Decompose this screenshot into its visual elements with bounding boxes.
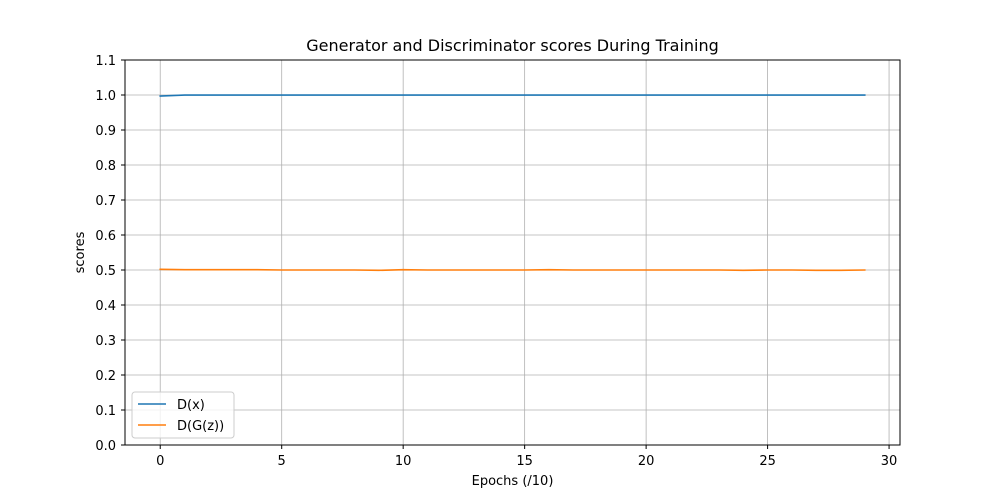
y-tick-label: 0.8 <box>95 159 116 174</box>
x-tick-label: 10 <box>395 454 412 469</box>
series-line-dgz <box>159 268 866 272</box>
x-tick-label: 20 <box>638 454 655 469</box>
chart-title: Generator and Discriminator scores Durin… <box>306 36 719 55</box>
x-axis-label: Epochs (/10) <box>472 474 554 489</box>
x-tick-label: 25 <box>759 454 776 469</box>
grid-layer <box>125 59 900 446</box>
plot-frame <box>124 59 901 446</box>
x-tick-label: 0 <box>156 454 164 469</box>
x-tick-label: 15 <box>516 454 533 469</box>
ticks-layer: 0 5 10 15 20 25 30 0.0 0.1 0.2 0.3 0.4 0.5 0.6 0.7 0.8 0… <box>95 54 897 469</box>
series-line-dx <box>159 94 866 97</box>
y-axis-label: scores <box>73 231 88 273</box>
x-tick-label: 30 <box>881 454 898 469</box>
y-tick-label: 0.4 <box>95 299 116 314</box>
x-tick-label: 5 <box>278 454 286 469</box>
legend-label-dgz: D(G(z)) <box>177 419 224 434</box>
y-tick-label: 0.5 <box>95 264 116 279</box>
y-tick-label: 0.6 <box>95 229 116 244</box>
y-tick-label: 0.3 <box>95 334 116 349</box>
legend: D(x) D(G(z)) <box>131 391 235 439</box>
y-tick-label: 0.7 <box>95 194 116 209</box>
y-tick-label: 1.1 <box>95 54 116 69</box>
y-tick-label: 0.1 <box>95 404 116 419</box>
y-tick-label: 0.2 <box>95 369 116 384</box>
series-layer <box>159 94 866 272</box>
y-tick-label: 0.9 <box>95 124 116 139</box>
y-tick-label: 0.0 <box>95 439 116 454</box>
y-tick-label: 1.0 <box>95 89 116 104</box>
legend-label-dx: D(x) <box>177 398 205 413</box>
